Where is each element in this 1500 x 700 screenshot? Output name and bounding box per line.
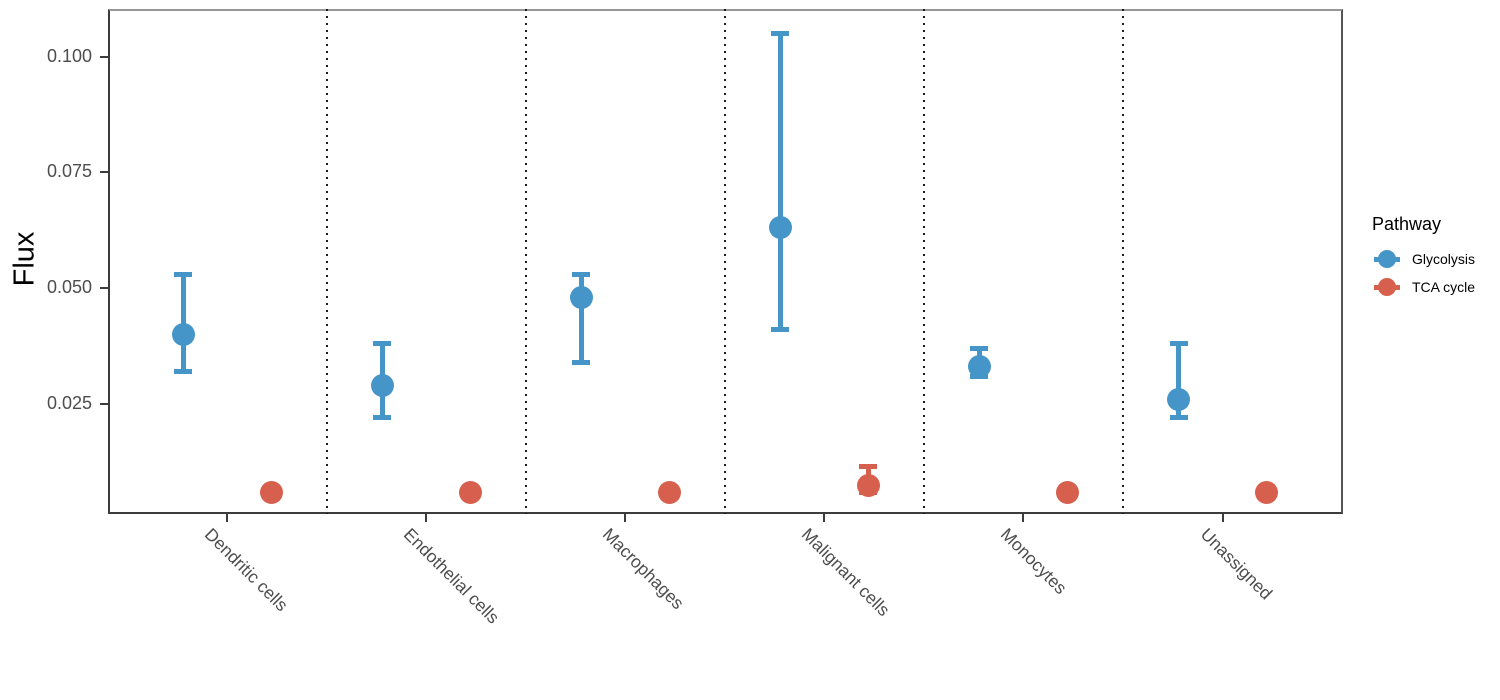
x-tick-label: Endothelial cells xyxy=(399,524,504,628)
legend: Pathway Glycolysis TCA cycle xyxy=(1372,214,1475,301)
category-separator xyxy=(1121,9,1124,514)
error-bar-cap xyxy=(771,30,790,36)
y-tick-label: 0.050 xyxy=(46,277,92,298)
error-bar xyxy=(1176,343,1181,418)
y-tick-mark xyxy=(100,55,108,58)
data-point-glycolysis xyxy=(1167,387,1190,411)
y-tick-mark xyxy=(100,403,108,405)
error-bar-cap xyxy=(859,464,878,470)
legend-items: Glycolysis TCA cycle xyxy=(1372,245,1475,301)
y-tick-label: 0.025 xyxy=(46,393,92,413)
x-tick-label: Dendritic cells xyxy=(200,524,293,616)
legend-key-icon xyxy=(1374,275,1400,299)
category-separator xyxy=(524,9,527,514)
x-tick-mark xyxy=(624,514,627,522)
error-bar-cap xyxy=(970,345,989,351)
error-bar xyxy=(777,33,783,330)
error-bar-cap xyxy=(572,359,591,365)
x-tick-label: Monocytes xyxy=(997,524,1072,598)
data-point-tca-cycle xyxy=(1255,480,1278,504)
data-point-tca-cycle xyxy=(856,473,880,497)
x-tick-label: Unassigned xyxy=(1196,524,1276,604)
y-tick-mark xyxy=(100,171,108,174)
legend-item-label: Glycolysis xyxy=(1412,251,1476,267)
x-tick-mark xyxy=(1221,514,1224,522)
legend-item: Glycolysis xyxy=(1374,245,1475,273)
data-point-tca-cycle xyxy=(458,480,482,504)
error-bar-cap xyxy=(373,341,392,347)
x-tick-label: Macrophages xyxy=(599,524,689,614)
error-bar-cap xyxy=(572,271,591,277)
error-bar xyxy=(578,274,584,363)
legend-title: Pathway xyxy=(1372,214,1442,234)
y-tick-mark xyxy=(100,287,108,290)
error-bar-cap xyxy=(174,369,192,375)
error-bar-cap xyxy=(174,271,192,277)
x-tick-label: Malignant cells xyxy=(798,524,895,620)
x-tick-mark xyxy=(226,514,228,522)
category-separator xyxy=(723,9,726,514)
legend-key-icon xyxy=(1374,247,1400,271)
error-bar xyxy=(180,274,186,372)
category-separator xyxy=(325,9,328,514)
data-point-tca-cycle xyxy=(1055,480,1079,504)
data-point-glycolysis xyxy=(967,355,991,379)
data-point-glycolysis xyxy=(569,285,593,309)
data-point-tca-cycle xyxy=(259,480,283,504)
error-bar-cap xyxy=(771,327,790,333)
y-tick-label: 0.100 xyxy=(46,45,92,66)
legend-item-label: TCA cycle xyxy=(1412,279,1476,295)
x-tick-mark xyxy=(823,514,826,522)
x-tick-mark xyxy=(425,514,428,522)
data-point-glycolysis xyxy=(370,373,394,397)
x-tick-mark xyxy=(1022,514,1025,522)
data-point-glycolysis xyxy=(768,216,792,240)
y-tick-label: 0.075 xyxy=(46,161,92,182)
category-separator xyxy=(922,9,925,514)
error-bar-cap xyxy=(373,415,392,421)
data-point-tca-cycle xyxy=(657,480,681,504)
error-bar-cap xyxy=(1169,341,1188,347)
error-bar-cap xyxy=(1169,415,1188,421)
legend-item: TCA cycle xyxy=(1374,273,1475,301)
data-point-glycolysis xyxy=(171,323,195,347)
